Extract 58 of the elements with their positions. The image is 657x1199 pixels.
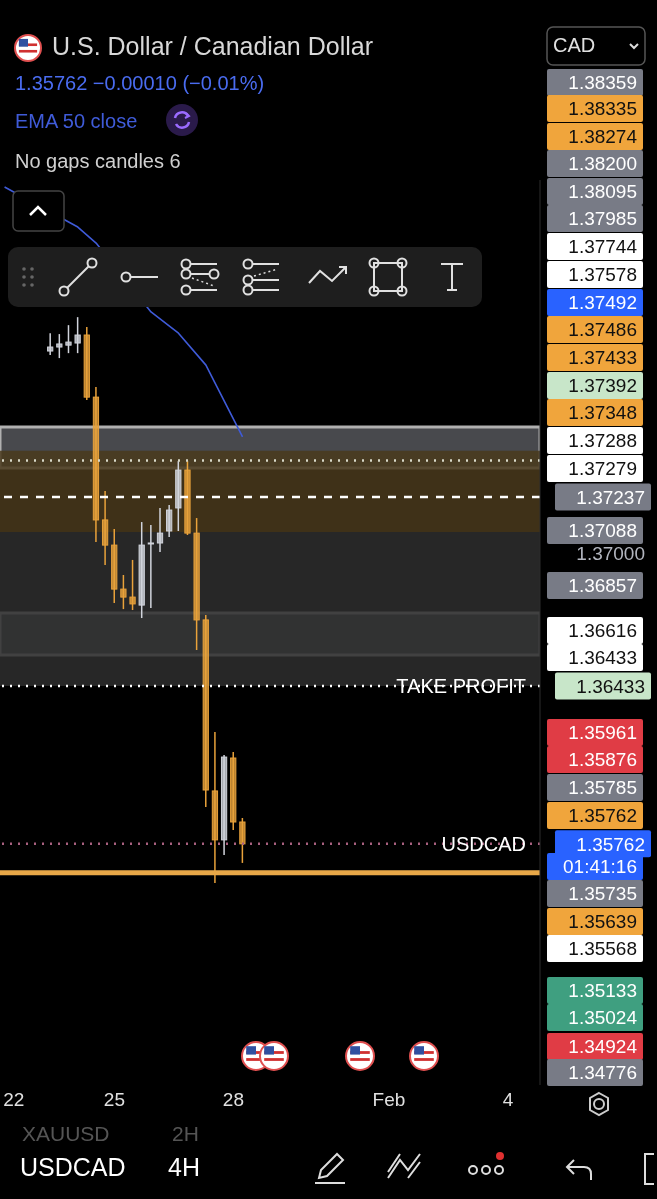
text: 1.38335 [547, 94, 643, 122]
text: 4H [168, 1153, 200, 1182]
y-tick-label: 1.35762 [576, 833, 645, 855]
text: 1.35024 [547, 1003, 643, 1031]
candlestick [120, 574, 127, 610]
text: 1.37392 [547, 371, 643, 399]
text: 01:41:16 [563, 855, 637, 877]
text: 1.34776 [547, 1058, 643, 1086]
candlestick [74, 316, 81, 354]
text: 1.37279 [547, 454, 643, 482]
candlestick [239, 817, 246, 864]
chart-title: U.S. Dollar / Canadian Dollar [52, 32, 373, 61]
text: CAD [553, 34, 596, 57]
text: USDCAD [20, 1153, 126, 1182]
text: 1.38095 [547, 177, 643, 205]
candlestick [166, 504, 173, 538]
text: 1.37486 [547, 315, 643, 343]
text: 1.35785 [547, 773, 643, 801]
text: 1.37492 [547, 288, 643, 316]
ref-line-label: USDCAD [441, 832, 526, 855]
text: 2H [172, 1122, 199, 1146]
text: 1.34924 [547, 1032, 643, 1060]
candlestick [129, 559, 136, 611]
text: 1.36857 [547, 571, 643, 599]
text: No gaps candles 6 [15, 150, 181, 173]
text: 1.36616 [547, 616, 643, 644]
text: 1.35639 [547, 907, 643, 935]
text: 1.35735 [547, 879, 643, 907]
text: 1.35876 [547, 745, 643, 773]
candlestick [56, 333, 63, 359]
text: EMA 50 close [15, 110, 138, 133]
chart-subtitle: 1.35762 −0.00010 (−0.01%) [15, 72, 265, 95]
text: 1.35961 [547, 718, 643, 746]
text: 1.37985 [547, 204, 643, 232]
text: 1.37744 [547, 232, 643, 260]
text: 1.38359 [547, 68, 643, 96]
text: 1.35133 [547, 976, 643, 1004]
x-tick-label: Feb [372, 1089, 406, 1111]
y-tick-label: 1.37237 [576, 486, 645, 508]
y-tick-label: 1.36433 [576, 676, 645, 698]
x-tick-label: 22 [3, 1089, 25, 1111]
x-tick-label: 25 [103, 1089, 125, 1111]
text: 1.37288 [547, 426, 643, 454]
y-tick-label: 1.37000 [576, 542, 645, 564]
text: XAUUSD [22, 1122, 110, 1146]
text: 1.38200 [547, 149, 643, 177]
text: 1.37348 [547, 398, 643, 426]
text: 1.37433 [547, 343, 643, 371]
x-tick-label: 28 [222, 1089, 244, 1111]
x-tick-label: 4 [502, 1089, 514, 1111]
text: 1.37578 [547, 260, 643, 288]
candlestick [156, 507, 164, 553]
text: 1.35568 [547, 934, 643, 962]
candlestick [147, 524, 154, 609]
text: 1.38274 [547, 122, 643, 150]
candlestick [65, 324, 72, 354]
candlestick [47, 332, 54, 356]
text: 1.37088 [547, 516, 643, 544]
